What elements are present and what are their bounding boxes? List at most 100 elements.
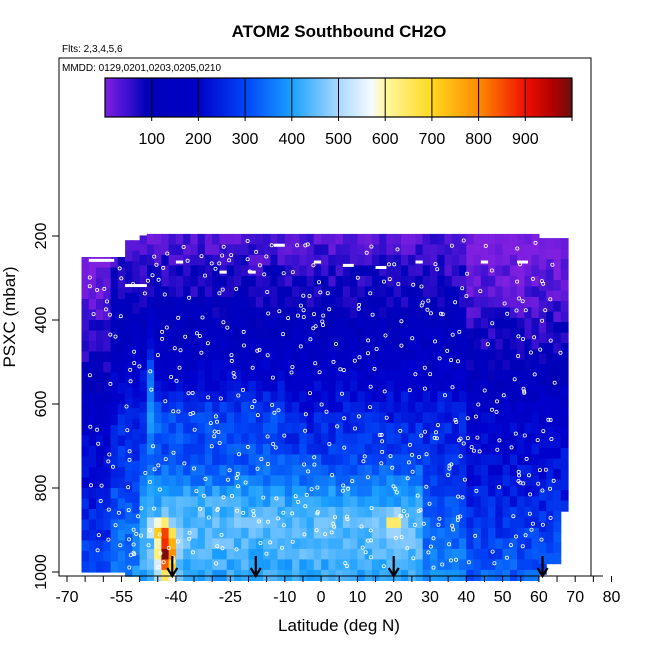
heatmap-cell bbox=[524, 475, 533, 487]
heatmap-cell bbox=[502, 412, 511, 424]
heatmap-cell bbox=[401, 538, 409, 550]
heatmap-cell bbox=[488, 485, 496, 497]
sample-point bbox=[126, 508, 131, 513]
heatmap-cell bbox=[81, 341, 90, 353]
sample-point bbox=[422, 365, 427, 370]
y-tick-label: 200 bbox=[33, 223, 50, 250]
heatmap-cell bbox=[415, 422, 424, 434]
sample-point bbox=[116, 510, 121, 515]
heatmap-cell bbox=[212, 380, 221, 392]
sample-point bbox=[95, 287, 100, 292]
colorbar-tick-label: 700 bbox=[419, 131, 446, 148]
heatmap-cell bbox=[96, 404, 104, 416]
heatmap-cell bbox=[117, 341, 126, 353]
heatmap-cell bbox=[379, 317, 388, 329]
heatmap-cell bbox=[292, 475, 300, 487]
heatmap-cell bbox=[248, 485, 257, 497]
heatmap-cell bbox=[371, 559, 380, 571]
heatmap-cell bbox=[263, 548, 271, 560]
heatmap-cell bbox=[125, 513, 133, 525]
heatmap-cell bbox=[393, 307, 402, 319]
heatmap-cell bbox=[495, 254, 504, 266]
heatmap-cell bbox=[183, 506, 192, 518]
sample-point bbox=[398, 428, 403, 433]
heatmap-cell bbox=[335, 307, 344, 319]
heatmap-cell bbox=[234, 254, 242, 266]
sample-point bbox=[137, 364, 142, 369]
heatmap-cell bbox=[473, 286, 482, 298]
heatmap-cell bbox=[502, 475, 511, 487]
heatmap-cell bbox=[190, 433, 199, 445]
heatmap-cell bbox=[270, 317, 279, 329]
heatmap-cell bbox=[263, 244, 271, 256]
heatmap-cell bbox=[248, 359, 257, 371]
heatmap-cell bbox=[96, 330, 104, 342]
heatmap-cell bbox=[451, 422, 460, 434]
heatmap-cell bbox=[139, 338, 148, 350]
heatmap-cell bbox=[371, 391, 380, 403]
heatmap-cell bbox=[204, 307, 213, 319]
heatmap-cell bbox=[263, 317, 271, 329]
heatmap-cell bbox=[553, 479, 562, 491]
heatmap-cell bbox=[146, 517, 155, 529]
sample-point bbox=[312, 462, 317, 467]
heatmap-cell bbox=[219, 496, 228, 508]
colorbar-tick-label: 600 bbox=[372, 131, 399, 148]
heatmap-cell bbox=[161, 496, 170, 508]
heatmap-cell bbox=[103, 467, 112, 479]
heatmap-cell bbox=[328, 296, 337, 308]
heatmap-cell bbox=[488, 506, 496, 518]
heatmap-cell bbox=[110, 393, 119, 405]
sample-point bbox=[197, 333, 202, 338]
heatmap-cell bbox=[328, 286, 337, 298]
heatmap-cell bbox=[517, 380, 525, 392]
heatmap-cell bbox=[88, 551, 97, 563]
heatmap-cell bbox=[168, 475, 177, 487]
heatmap-cell bbox=[241, 391, 250, 403]
heatmap-cell bbox=[241, 370, 250, 382]
heatmap-cell bbox=[357, 475, 366, 487]
flight-segment bbox=[480, 260, 489, 264]
sample-point bbox=[107, 312, 112, 317]
heatmap-cell bbox=[263, 370, 271, 382]
heatmap-cell bbox=[328, 559, 337, 571]
heatmap-cell bbox=[328, 517, 337, 529]
heatmap-cell bbox=[517, 433, 525, 445]
heatmap-cell bbox=[175, 475, 184, 487]
heatmap-cell bbox=[379, 370, 388, 382]
heatmap-cell bbox=[255, 233, 264, 245]
heatmap-cell bbox=[132, 387, 141, 399]
heatmap-cell bbox=[212, 349, 221, 361]
heatmap-cell bbox=[488, 569, 496, 581]
heatmap-cell bbox=[415, 401, 424, 413]
heatmap-cell bbox=[117, 477, 126, 489]
heatmap-cell bbox=[466, 265, 475, 277]
heatmap-cell bbox=[480, 527, 489, 539]
heatmap-cell bbox=[183, 359, 192, 371]
heatmap-cell bbox=[538, 490, 547, 502]
sample-point bbox=[232, 374, 237, 379]
heatmap-cell bbox=[132, 366, 141, 378]
heatmap-cell bbox=[146, 569, 155, 581]
heatmap-cell bbox=[234, 517, 242, 529]
heatmap-cell bbox=[139, 475, 148, 487]
heatmap-cell bbox=[321, 538, 329, 550]
flight-segment bbox=[125, 232, 147, 236]
heatmap-cell bbox=[175, 422, 184, 434]
heatmap-cell bbox=[415, 391, 424, 403]
heatmap-cell bbox=[146, 422, 155, 434]
heatmap-cell bbox=[212, 338, 221, 350]
heatmap-cell bbox=[430, 328, 438, 340]
sample-point bbox=[548, 338, 553, 343]
x-tick-label: -55 bbox=[110, 589, 133, 606]
heatmap-cell bbox=[350, 401, 358, 413]
sample-point bbox=[212, 434, 217, 439]
heatmap-cell bbox=[553, 311, 562, 323]
heatmap-cell bbox=[103, 362, 112, 374]
sample-point bbox=[231, 371, 236, 376]
heatmap-cell bbox=[422, 412, 431, 424]
sample-point bbox=[341, 368, 346, 373]
heatmap-cell bbox=[292, 506, 300, 518]
heatmap-cell bbox=[451, 359, 460, 371]
heatmap-cell bbox=[183, 454, 192, 466]
